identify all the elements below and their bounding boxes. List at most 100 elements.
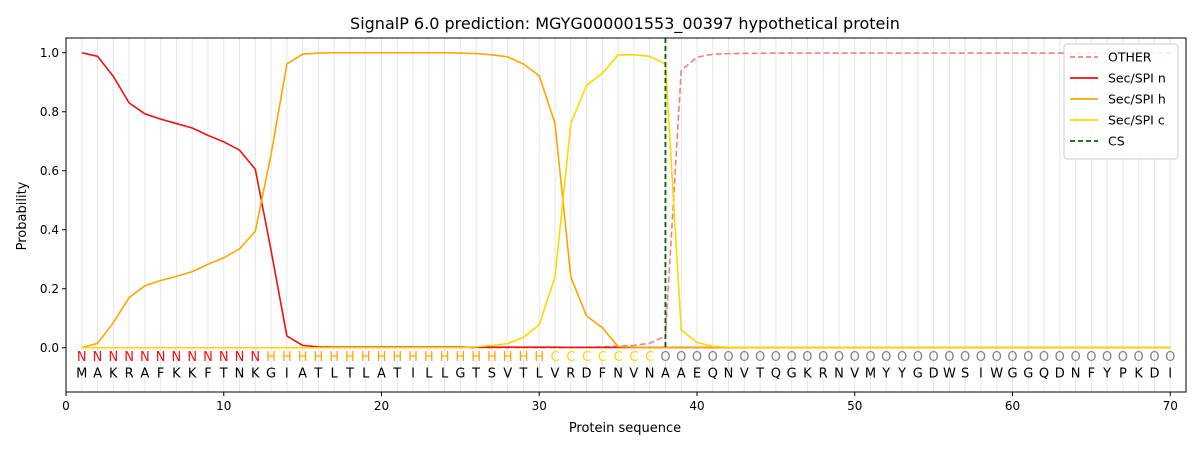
region-label: O [692,350,702,365]
residue-letter: P [1119,366,1127,381]
residue-letter: R [819,366,828,381]
legend-label: Sec/SPI h [1108,92,1166,107]
plot-frame [65,37,1187,393]
residue-letter: Q [708,366,718,381]
region-label: N [124,350,134,365]
region-label: O [850,350,860,365]
region-label: H [408,350,418,365]
x-tick-label: 20 [374,399,389,413]
residue-letter: W [943,366,956,381]
residue-letter: K [109,366,118,381]
legend-box [1063,43,1179,160]
region-label: O [818,350,828,365]
legend-label: CS [1108,134,1125,149]
region-label: H [282,350,292,365]
legend-label: Sec/SPI c [1108,113,1165,128]
region-label: O [708,350,718,365]
region-label: O [960,350,970,365]
x-tick-label: 70 [1163,399,1178,413]
region-label: N [156,350,166,365]
region-label: N [172,350,182,365]
residue-letter: A [298,366,307,381]
region-label: O [1007,350,1017,365]
residue-letter: F [599,366,606,381]
residue-letter: D [1055,366,1065,381]
region-label: H [298,350,308,365]
region-label: H [455,350,465,365]
residue-letter: S [961,366,969,381]
region-label: H [345,350,355,365]
residue-letter: A [93,366,102,381]
region-label: N [203,350,213,365]
region-label: H [392,350,402,365]
region-label: O [771,350,781,365]
residue-letter: K [803,366,812,381]
series-line-sec-spi-h [81,51,1171,349]
region-label: O [739,350,749,365]
region-label: O [802,350,812,365]
y-tick-label: 0.2 [40,282,59,296]
residue-letter: N [834,366,844,381]
series-line-other [81,52,1171,349]
region-label: O [1134,350,1144,365]
region-label: O [755,350,765,365]
region-label: H [361,350,371,365]
residue-letter: F [204,366,211,381]
region-label: O [1070,350,1080,365]
residue-letter: D [1149,366,1159,381]
residue-letter: R [566,366,575,381]
residue-letter: T [471,366,480,381]
region-label: O [1055,350,1065,365]
residue-letter: S [488,366,496,381]
y-tick-label: 0.0 [40,341,59,355]
residue-letter: N [235,366,245,381]
residue-letter: T [755,366,764,381]
region-label: H [266,350,276,365]
y-axis-label: Probability [15,181,30,250]
residue-letter: N [613,366,623,381]
residue-letter: W [990,366,1003,381]
region-label: O [723,350,733,365]
legend-label: OTHER [1108,50,1152,65]
residue-letter: V [850,366,859,381]
region-label: H [471,350,481,365]
residue-letter: T [392,366,401,381]
residue-letter: K [251,366,260,381]
residue-letter: N [1071,366,1081,381]
region-label: H [519,350,529,365]
residue-letter: G [913,366,923,381]
residue-letter: I [285,366,289,381]
residue-letter: D [582,366,592,381]
region-label: C [582,350,591,365]
x-tick-label: 40 [689,399,704,413]
region-label: O [928,350,938,365]
region-label: C [629,350,638,365]
residue-letter: Y [897,366,906,381]
region-label: O [676,350,686,365]
residue-annotations: NMNANKNRNANFNKNKNFNTNNNKHGHIHAHTHLHTHLHA… [76,350,1175,381]
region-label: H [314,350,324,365]
y-tick-label: 0.8 [40,105,59,119]
residue-letter: T [345,366,354,381]
region-label: N [250,350,260,365]
residue-letter: G [1007,366,1017,381]
residue-letter: A [377,366,386,381]
region-label: O [976,350,986,365]
residue-letter: Y [881,366,890,381]
x-tick-label: 0 [62,399,70,413]
residue-letter: Q [1039,366,1049,381]
residue-letter: Q [771,366,781,381]
residue-letter: E [693,366,701,381]
region-label: O [897,350,907,365]
residue-letter: I [411,366,415,381]
residue-letter: A [140,366,149,381]
region-label: C [614,350,623,365]
x-axis-ticks: 0 10 20 30 40 50 60 70 [62,392,1178,413]
residue-letter: A [677,366,686,381]
y-tick-label: 0.4 [40,223,59,237]
region-label: H [440,350,450,365]
series-lines [81,51,1171,349]
residue-letter: I [979,366,983,381]
region-label: C [566,350,575,365]
region-label: N [235,350,245,365]
